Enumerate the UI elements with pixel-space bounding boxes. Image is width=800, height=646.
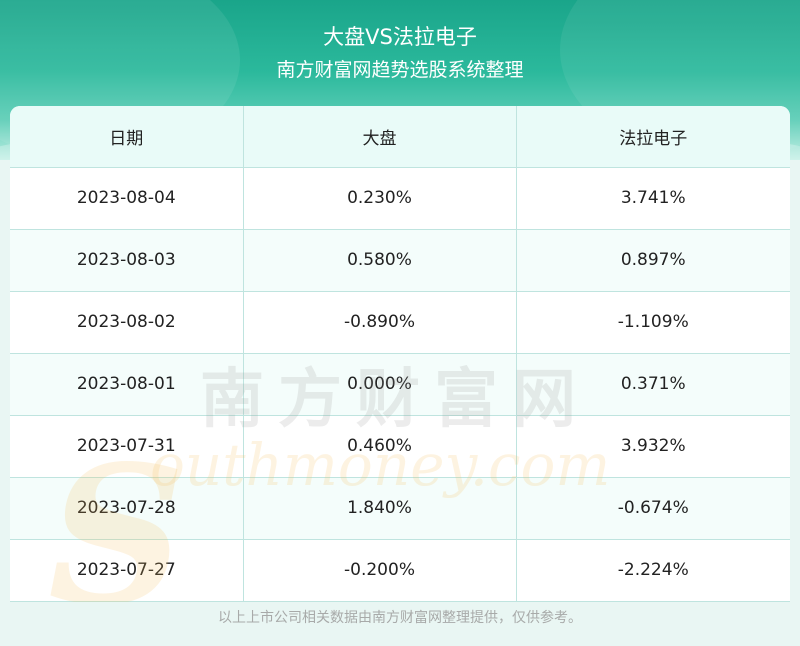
table-row: 2023-08-01 0.000% 0.371% bbox=[10, 353, 790, 416]
cell-date: 2023-08-03 bbox=[10, 229, 244, 292]
cell-market: 1.840% bbox=[243, 477, 517, 540]
table-row: 2023-08-03 0.580% 0.897% bbox=[10, 229, 790, 292]
cell-date: 2023-08-02 bbox=[10, 291, 244, 354]
cell-market: 0.580% bbox=[243, 229, 517, 292]
table-row: 2023-08-04 0.230% 3.741% bbox=[10, 167, 790, 230]
cell-date: 2023-07-27 bbox=[10, 539, 244, 602]
cell-stock: 0.897% bbox=[516, 229, 790, 292]
cell-stock: -1.109% bbox=[516, 291, 790, 354]
table-header-row: 日期 大盘 法拉电子 bbox=[10, 106, 790, 168]
cell-market: 0.000% bbox=[243, 353, 517, 416]
comparison-table-card: 日期 大盘 法拉电子 2023-08-04 0.230% 3.741% 2023… bbox=[10, 106, 790, 602]
comparison-table: 日期 大盘 法拉电子 2023-08-04 0.230% 3.741% 2023… bbox=[10, 106, 790, 602]
footer-disclaimer: 以上上市公司相关数据由南方财富网整理提供，仅供参考。 bbox=[218, 610, 582, 626]
table-row: 2023-08-02 -0.890% -1.109% bbox=[10, 291, 790, 354]
cell-market: 0.460% bbox=[243, 415, 517, 478]
cell-date: 2023-07-31 bbox=[10, 415, 244, 478]
table-row: 2023-07-28 1.840% -0.674% bbox=[10, 477, 790, 540]
page-title: 大盘VS法拉电子 bbox=[323, 25, 477, 49]
cell-stock: 3.741% bbox=[516, 167, 790, 230]
cell-date: 2023-07-28 bbox=[10, 477, 244, 540]
cell-stock: -0.674% bbox=[516, 477, 790, 540]
cell-stock: 0.371% bbox=[516, 353, 790, 416]
cell-stock: -2.224% bbox=[516, 539, 790, 602]
cell-date: 2023-08-01 bbox=[10, 353, 244, 416]
cell-date: 2023-08-04 bbox=[10, 167, 244, 230]
column-header-stock: 法拉电子 bbox=[516, 106, 790, 168]
page-subtitle: 南方财富网趋势选股系统整理 bbox=[276, 59, 524, 81]
cell-market: 0.230% bbox=[243, 167, 517, 230]
column-header-market: 大盘 bbox=[243, 106, 517, 168]
cell-market: -0.200% bbox=[243, 539, 517, 602]
column-header-date: 日期 bbox=[10, 106, 244, 168]
table-row: 2023-07-31 0.460% 3.932% bbox=[10, 415, 790, 478]
cell-stock: 3.932% bbox=[516, 415, 790, 478]
cell-market: -0.890% bbox=[243, 291, 517, 354]
table-row: 2023-07-27 -0.200% -2.224% bbox=[10, 539, 790, 602]
